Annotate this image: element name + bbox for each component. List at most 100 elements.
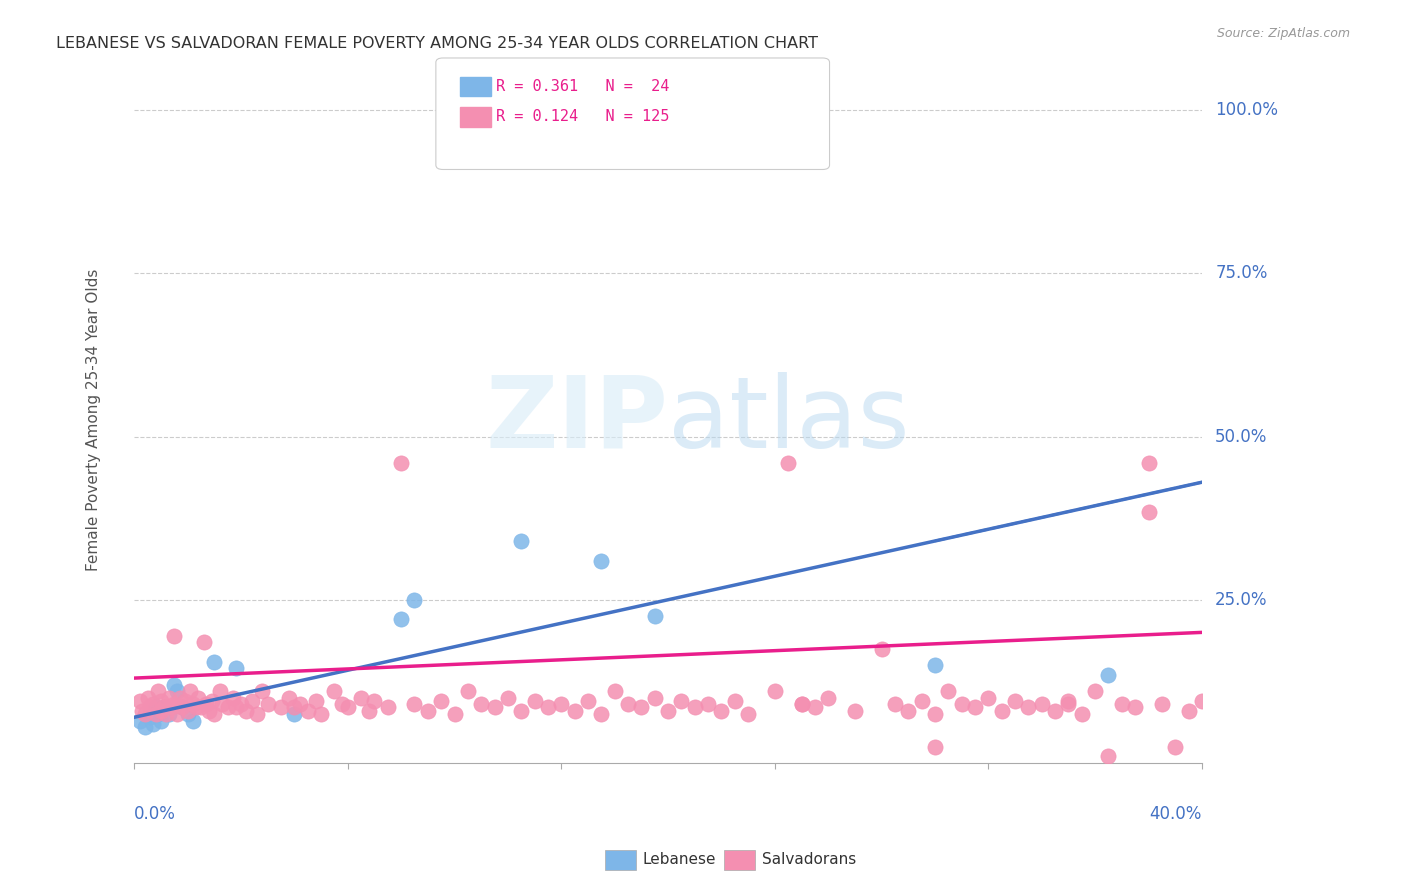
Point [710, 704, 733, 718]
Point [283, 700, 305, 714]
Point [443, 706, 465, 721]
Point [163, 678, 186, 692]
Text: ZIP: ZIP [485, 372, 668, 468]
Point [884, 697, 907, 711]
Point [229, 697, 252, 711]
Point [148, 684, 170, 698]
Point [131, 704, 153, 718]
Point [1017, 700, 1039, 714]
Point [149, 704, 172, 718]
Point [1031, 697, 1053, 711]
Point [1123, 700, 1146, 714]
Point [550, 697, 572, 711]
Text: Lebanese: Lebanese [643, 853, 716, 867]
Point [181, 714, 204, 728]
Point [924, 706, 946, 721]
Point [470, 697, 492, 711]
Point [128, 714, 150, 728]
Point [149, 694, 172, 708]
Point [737, 706, 759, 721]
Point [1257, 690, 1279, 705]
Point [1137, 505, 1160, 519]
Point [377, 700, 399, 714]
Point [288, 697, 311, 711]
Point [1004, 694, 1026, 708]
Point [389, 612, 412, 626]
Point [1177, 704, 1199, 718]
Point [278, 690, 301, 705]
Point [198, 704, 221, 718]
Point [350, 690, 373, 705]
Point [844, 704, 866, 718]
Point [1097, 749, 1119, 764]
Point [149, 714, 172, 728]
Point [174, 694, 197, 708]
Point [297, 704, 319, 718]
Point [202, 655, 225, 669]
Point [617, 697, 640, 711]
Point [671, 694, 693, 708]
Point [309, 706, 332, 721]
Point [211, 697, 233, 711]
Point [697, 697, 720, 711]
Point [217, 700, 239, 714]
Point [332, 697, 354, 711]
Point [134, 720, 156, 734]
Point [1218, 436, 1240, 450]
Point [1097, 668, 1119, 682]
Point [145, 700, 167, 714]
Point [336, 700, 359, 714]
Point [163, 629, 186, 643]
Point [603, 684, 626, 698]
Point [404, 592, 426, 607]
Point [724, 694, 747, 708]
Point [208, 684, 231, 698]
Text: Source: ZipAtlas.com: Source: ZipAtlas.com [1216, 27, 1350, 40]
Point [157, 706, 180, 721]
Point [181, 697, 204, 711]
Point [576, 694, 599, 708]
Point [139, 700, 162, 714]
Point [222, 690, 245, 705]
Point [305, 694, 328, 708]
Point [195, 697, 218, 711]
Point [134, 706, 156, 721]
Point [1244, 700, 1267, 714]
Point [169, 690, 191, 705]
Text: LEBANESE VS SALVADORAN FEMALE POVERTY AMONG 25-34 YEAR OLDS CORRELATION CHART: LEBANESE VS SALVADORAN FEMALE POVERTY AM… [56, 36, 818, 51]
Point [817, 690, 839, 705]
Point [235, 704, 257, 718]
Point [1057, 694, 1080, 708]
Point [240, 694, 263, 708]
Point [1137, 456, 1160, 470]
Point [804, 700, 827, 714]
Point [225, 700, 247, 714]
Point [187, 690, 209, 705]
Point [644, 690, 666, 705]
Point [202, 706, 225, 721]
Point [193, 635, 215, 649]
Point [359, 704, 381, 718]
Point [630, 700, 652, 714]
Point [1057, 697, 1080, 711]
Point [283, 706, 305, 721]
Point [363, 694, 385, 708]
Point [924, 658, 946, 673]
Point [142, 716, 165, 731]
Point [136, 690, 159, 705]
Point [190, 700, 212, 714]
Point [977, 690, 1000, 705]
Point [256, 697, 278, 711]
Point [1284, 739, 1306, 754]
Point [128, 694, 150, 708]
Point [142, 697, 165, 711]
Point [1204, 700, 1226, 714]
Point [225, 661, 247, 675]
Point [790, 697, 813, 711]
Point [990, 704, 1012, 718]
Point [1164, 739, 1187, 754]
Point [246, 706, 269, 721]
Point [963, 700, 986, 714]
Point [270, 700, 292, 714]
Point [416, 704, 439, 718]
